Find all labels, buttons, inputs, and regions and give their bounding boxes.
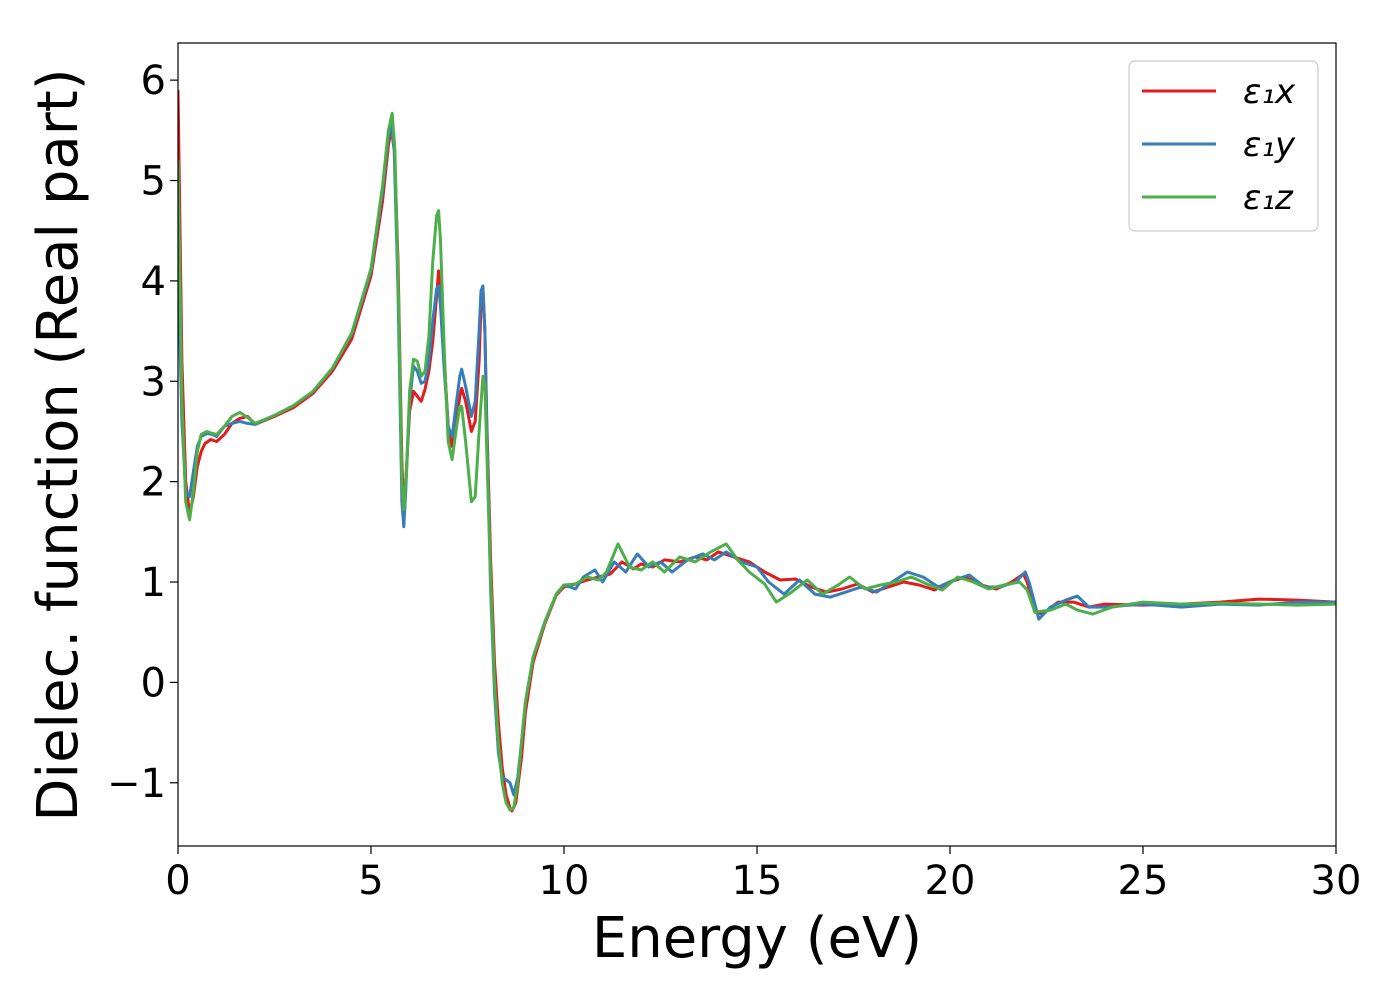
series-layer bbox=[178, 90, 1336, 813]
x-tick-label: 5 bbox=[358, 858, 383, 904]
legend: ε₁x ε₁y ε₁z bbox=[1128, 60, 1319, 232]
legend-box bbox=[1128, 60, 1319, 232]
y-tick-label: 1 bbox=[141, 560, 166, 606]
x-axis-ticks: 0 5 10 15 20 25 30 bbox=[165, 846, 1361, 904]
x-tick-label: 15 bbox=[732, 858, 783, 904]
x-axis-title: Energy (eV) bbox=[592, 906, 922, 971]
y-axis-ticks: −1 0 1 2 3 4 5 6 bbox=[107, 58, 178, 807]
y-axis-title: Dielec. function (Real part) bbox=[26, 68, 91, 821]
y-tick-label: −1 bbox=[107, 761, 166, 807]
y-tick-label: 3 bbox=[141, 359, 166, 405]
legend-label-e1y: ε₁y bbox=[1243, 125, 1296, 165]
x-tick-label: 25 bbox=[1118, 858, 1169, 904]
x-tick-label: 10 bbox=[539, 858, 590, 904]
y-tick-label: 0 bbox=[141, 660, 166, 706]
x-tick-label: 30 bbox=[1311, 858, 1362, 904]
y-tick-label: 2 bbox=[141, 460, 166, 506]
x-tick-label: 20 bbox=[925, 858, 976, 904]
x-tick-label: 0 bbox=[165, 858, 190, 904]
y-tick-label: 6 bbox=[141, 58, 166, 104]
legend-label-e1z: ε₁z bbox=[1243, 178, 1294, 218]
y-tick-label: 4 bbox=[141, 259, 166, 305]
series-line-2 bbox=[178, 111, 1336, 812]
y-tick-label: 5 bbox=[141, 159, 166, 205]
legend-label-e1x: ε₁x bbox=[1243, 72, 1296, 112]
